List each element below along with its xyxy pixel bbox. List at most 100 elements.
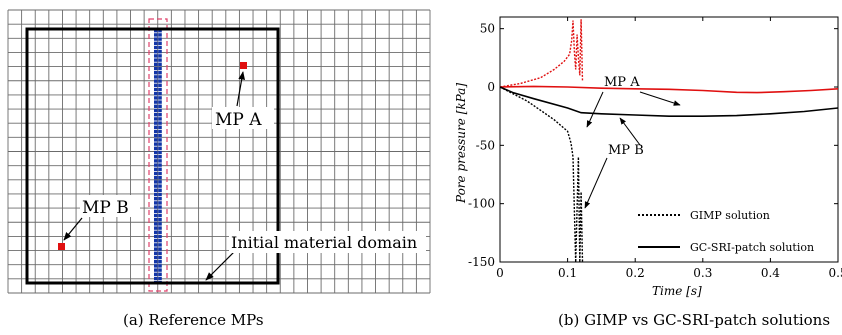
material-point xyxy=(154,192,158,197)
material-point xyxy=(154,66,158,71)
material-point xyxy=(158,268,162,272)
material-point xyxy=(158,184,162,188)
mp-b-label: MP B xyxy=(82,198,129,218)
material-point xyxy=(158,104,162,108)
mp-a-curve-arrow xyxy=(639,91,681,106)
material-point xyxy=(154,260,158,264)
material-point xyxy=(158,134,162,138)
annotation-mp-b: MP B xyxy=(608,143,644,158)
material-point xyxy=(158,79,162,83)
legend: GIMP solution GC-SRI-patch solution xyxy=(638,209,814,254)
pore-pressure-chart: 0 0.1 0.2 0.3 0.4 0.5 50 0 -50 -100 -150 MP A MP B… xyxy=(454,16,842,298)
material-point xyxy=(158,205,162,209)
material-point xyxy=(158,54,162,58)
domain-label-box xyxy=(229,231,426,253)
material-point xyxy=(154,226,158,230)
material-point xyxy=(158,62,162,66)
material-point xyxy=(158,92,162,96)
mp-a-label: MP A xyxy=(215,110,262,130)
material-point xyxy=(158,239,162,243)
material-point xyxy=(158,163,162,167)
material-point xyxy=(158,71,162,75)
x-tick-label: 0.5 xyxy=(828,266,842,280)
material-point xyxy=(158,108,162,113)
mp-b-arrow xyxy=(63,217,83,241)
x-axis-label: Time [s] xyxy=(652,284,702,298)
material-point xyxy=(158,121,162,125)
material-point xyxy=(154,171,158,176)
mp-a-marker xyxy=(240,62,247,69)
material-point xyxy=(158,247,162,251)
material-point xyxy=(158,255,162,260)
material-point xyxy=(154,155,158,159)
material-point xyxy=(158,276,162,281)
material-point xyxy=(158,100,162,104)
domain-arrow xyxy=(205,251,235,281)
material-point xyxy=(154,29,158,33)
material-point xyxy=(154,58,158,62)
material-point xyxy=(158,45,162,50)
material-point xyxy=(158,129,162,134)
material-point xyxy=(158,75,162,79)
material-point xyxy=(154,125,158,129)
material-point xyxy=(158,150,162,155)
material-point xyxy=(158,222,162,226)
material-point xyxy=(154,138,158,142)
material-point xyxy=(158,272,162,276)
material-point xyxy=(154,243,158,247)
caption-b: (b) GIMP vs GC-SRI-patch solutions xyxy=(558,311,831,329)
material-point xyxy=(154,272,158,276)
material-point xyxy=(158,218,162,222)
y-tick-label: -50 xyxy=(476,138,495,152)
material-point xyxy=(154,45,158,50)
annotation-mp-a: MP A xyxy=(604,75,640,90)
material-point xyxy=(154,163,158,167)
material-point xyxy=(154,209,158,213)
material-point xyxy=(154,159,158,163)
material-point xyxy=(154,167,158,171)
material-point xyxy=(154,117,158,121)
material-point xyxy=(154,276,158,281)
material-point xyxy=(154,121,158,125)
material-point xyxy=(154,218,158,222)
material-point xyxy=(158,50,162,54)
mp-b-annotation-arrow xyxy=(584,157,608,209)
material-point xyxy=(158,230,162,234)
mp-a-arrow xyxy=(236,71,245,107)
material-point xyxy=(154,184,158,188)
material-point xyxy=(154,92,158,96)
material-point xyxy=(154,79,158,83)
material-point xyxy=(158,125,162,129)
material-point xyxy=(154,71,158,75)
material-point xyxy=(154,62,158,66)
material-point xyxy=(154,230,158,234)
y-tick-label: -100 xyxy=(468,197,495,211)
y-tick-label: 50 xyxy=(480,22,495,36)
material-point xyxy=(158,251,162,255)
material-point xyxy=(154,142,158,146)
material-point xyxy=(154,75,158,79)
particle-column xyxy=(154,29,162,285)
material-point xyxy=(158,176,162,180)
series-line-mp-a-solid xyxy=(499,85,839,94)
material-point xyxy=(154,234,158,239)
material-point xyxy=(158,234,162,239)
material-point xyxy=(158,87,162,92)
material-point xyxy=(154,176,158,180)
x-tick-label: 0.4 xyxy=(761,266,780,280)
domain-label: Initial material domain xyxy=(231,233,417,252)
material-point xyxy=(154,251,158,255)
mp-b-marker xyxy=(58,243,65,250)
material-point xyxy=(158,171,162,176)
material-point xyxy=(154,239,158,243)
material-point xyxy=(154,150,158,155)
material-point xyxy=(154,87,158,92)
material-point xyxy=(158,159,162,163)
material-point xyxy=(158,66,162,71)
material-point xyxy=(154,113,158,117)
x-tick-label: 0.3 xyxy=(693,266,712,280)
mp-a-annotation-arrow xyxy=(586,91,604,128)
x-tick-label: 0.1 xyxy=(558,266,577,280)
material-point xyxy=(158,96,162,100)
